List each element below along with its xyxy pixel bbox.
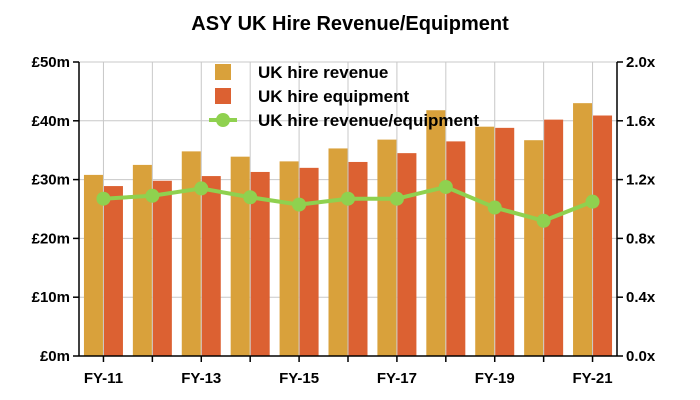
bar-uk-hire-equipment	[544, 119, 564, 357]
y-right-tick-label: 0.0x	[626, 348, 656, 365]
bar-uk-hire-equipment	[103, 186, 123, 356]
legend-label: UK hire revenue	[258, 63, 388, 82]
chart-title: ASY UK Hire Revenue/Equipment	[191, 13, 509, 35]
x-tick-label: FY-21	[573, 370, 613, 387]
bar-uk-hire-equipment	[201, 176, 221, 356]
axes: £0m £10m £20m £30m £40m £50m 0.0x 0.4x 0.8x 1.2x 1…	[32, 54, 656, 387]
bar-uk-hire-equipment	[593, 115, 613, 357]
bars	[83, 103, 613, 357]
y-left-tick-label: £30m	[32, 172, 70, 189]
x-tick-label: FY-13	[181, 370, 221, 387]
bar-uk-hire-revenue	[230, 156, 250, 356]
ratio-point	[96, 191, 111, 206]
x-tick-label: FY-19	[475, 370, 515, 387]
bar-uk-hire-revenue	[377, 139, 397, 356]
legend-swatch-marker	[216, 113, 230, 127]
ratio-point	[389, 191, 404, 206]
bar-uk-hire-revenue	[132, 164, 152, 356]
ratio-point	[487, 200, 502, 215]
bar-uk-hire-equipment	[299, 167, 319, 356]
bar-uk-hire-equipment	[348, 161, 368, 356]
legend-label: UK hire equipment	[258, 87, 409, 106]
legend: UK hire revenue UK hire equipment UK hire …	[209, 63, 479, 130]
bar-uk-hire-revenue	[83, 174, 103, 356]
bar-uk-hire-revenue	[524, 140, 544, 356]
ratio-point	[536, 213, 551, 228]
bar-uk-hire-equipment	[495, 127, 515, 356]
legend-swatch	[215, 64, 231, 80]
bar-uk-hire-revenue	[328, 148, 348, 356]
x-tick-label: FY-11	[84, 370, 123, 387]
ratio-point	[585, 194, 600, 209]
y-left-tick-label: £0m	[40, 348, 70, 365]
bar-uk-hire-equipment	[152, 180, 172, 356]
ratio-line	[96, 179, 600, 228]
y-right-tick-label: 2.0x	[626, 54, 656, 71]
ratio-point	[341, 191, 355, 206]
y-left-tick-label: £40m	[32, 113, 70, 130]
bar-uk-hire-equipment	[446, 141, 466, 356]
y-left-tick-label: £10m	[32, 289, 70, 306]
x-tick-label: FY-17	[377, 370, 417, 387]
y-right-tick-label: 0.8x	[626, 230, 656, 247]
x-tick-label: FY-15	[279, 370, 319, 387]
bar-uk-hire-equipment	[250, 171, 270, 356]
y-left-tick-label: £50m	[32, 54, 70, 71]
bar-uk-hire-revenue	[573, 103, 593, 356]
ratio-point	[438, 179, 453, 194]
ratio-point	[194, 181, 209, 196]
y-right-tick-label: 1.2x	[626, 172, 656, 189]
ratio-point	[145, 188, 160, 203]
y-right-tick-label: 0.4x	[626, 289, 656, 306]
legend-label: UK hire revenue/equipment	[258, 111, 479, 130]
bar-uk-hire-revenue	[181, 151, 201, 356]
legend-swatch	[215, 88, 231, 104]
ratio-point	[243, 190, 258, 205]
bar-uk-hire-equipment	[397, 153, 417, 356]
bar-uk-hire-revenue	[475, 126, 495, 357]
y-left-tick-label: £20m	[32, 230, 70, 247]
ratio-point	[292, 197, 307, 212]
bar-uk-hire-revenue	[279, 161, 299, 356]
y-right-tick-label: 1.6x	[626, 113, 656, 130]
bar-uk-hire-revenue	[426, 110, 446, 356]
